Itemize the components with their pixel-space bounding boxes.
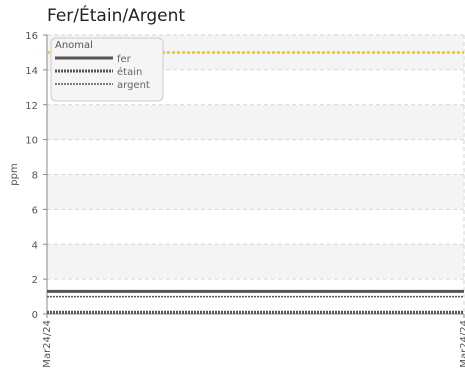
y-axis-title: ppm: [9, 163, 20, 185]
x-tick-label: Mar24/24: [459, 320, 465, 368]
y-tick-label: 6: [32, 205, 38, 216]
y-tick-label: 0: [32, 310, 38, 321]
legend-label-fer: fer: [117, 54, 132, 65]
y-tick-label: 16: [25, 31, 38, 42]
chart-title: Fer/Étain/Argent: [47, 6, 186, 26]
grid-band: [47, 244, 464, 280]
y-tick-label: 10: [25, 136, 38, 147]
grid-band: [47, 174, 464, 210]
y-tick-label: 4: [32, 240, 38, 251]
legend-label-argent: argent: [117, 80, 150, 91]
y-tick-label: 2: [32, 275, 38, 286]
series-lines: [47, 289, 464, 314]
y-tick-label: 14: [25, 66, 38, 77]
grid-band: [47, 104, 464, 140]
anomal-label: Anomal: [55, 40, 93, 51]
axes: 0 2 4 6 8 10 12 14 16 ppm Mar24/24 Mar24/24: [9, 31, 465, 368]
y-tick-label: 12: [25, 101, 38, 112]
x-tick-label: Mar24/24: [42, 320, 53, 368]
y-tick-label: 8: [32, 171, 38, 182]
legend-label-étain: étain: [117, 66, 142, 78]
